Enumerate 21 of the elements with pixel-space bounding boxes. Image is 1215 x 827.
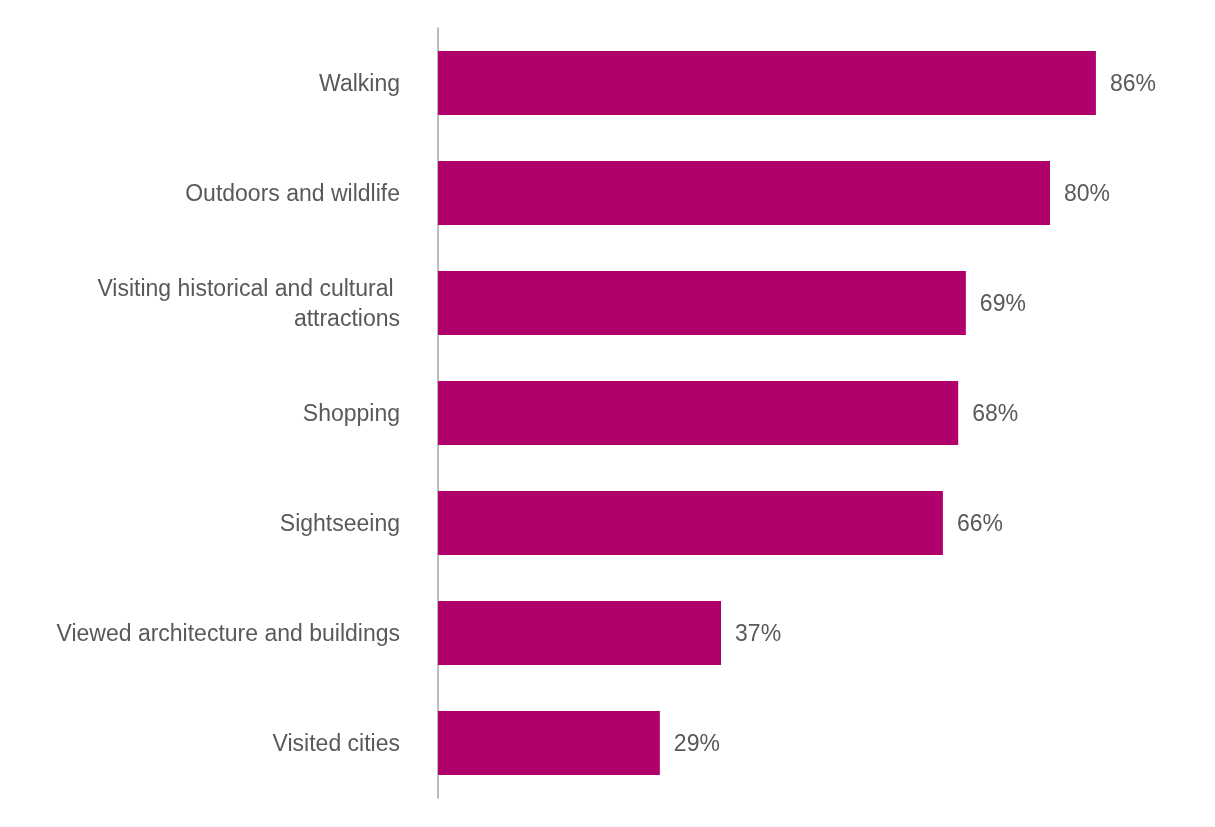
data-label: 29%: [673, 730, 720, 756]
y-tick-label: Shopping: [302, 400, 400, 426]
data-label: 80%: [1064, 180, 1111, 206]
data-label: 86%: [1109, 70, 1156, 96]
bar: [438, 51, 1096, 115]
y-tick-label: Viewed architecture and buildings: [56, 620, 400, 646]
bar: [438, 381, 959, 445]
bar: [438, 161, 1050, 225]
y-tick-label: Visiting historical and cultural attractions: [97, 275, 400, 331]
data-label: 37%: [735, 620, 782, 646]
bar: [438, 271, 966, 335]
data-label: 66%: [956, 510, 1003, 536]
y-tick-label: Outdoors and wildlife: [185, 180, 400, 206]
data-label: 69%: [979, 290, 1026, 316]
bar: [438, 711, 660, 775]
y-tick-label: Walking: [319, 70, 400, 96]
y-tick-label: Visited cities: [272, 730, 400, 756]
bar: [438, 601, 722, 665]
bar: [438, 491, 943, 555]
y-tick-label: Sightseeing: [279, 510, 400, 536]
data-label: 68%: [972, 400, 1019, 426]
